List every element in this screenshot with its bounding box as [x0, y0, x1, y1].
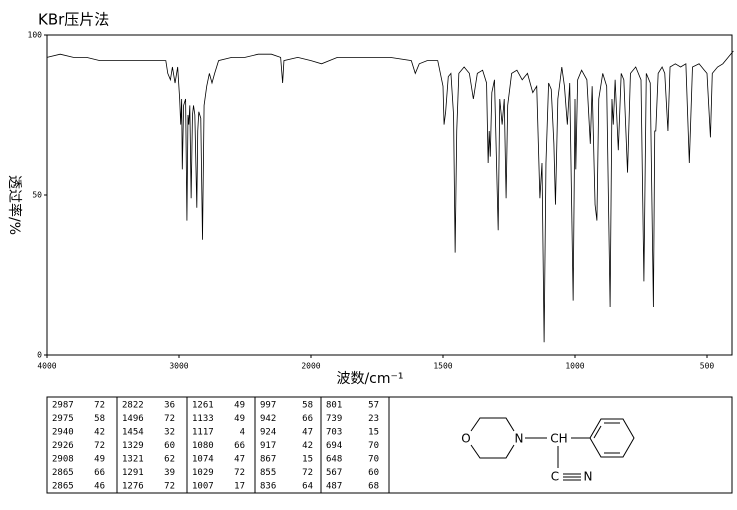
peak-intensity: 72: [94, 441, 105, 451]
peak-wavenumber: 924: [260, 428, 276, 438]
peak-intensity: 42: [94, 428, 105, 438]
peak-intensity: 4: [240, 428, 245, 438]
atom-label: N: [515, 432, 524, 446]
peak-intensity: 66: [94, 468, 105, 478]
peak-intensity: 64: [302, 482, 313, 492]
x-tick-label: 4000: [37, 362, 56, 371]
peak-wavenumber: 1080: [192, 441, 214, 451]
peak-wavenumber: 2865: [52, 482, 74, 492]
peak-intensity: 68: [368, 482, 379, 492]
peak-intensity: 36: [164, 401, 175, 411]
peak-intensity: 39: [164, 468, 175, 478]
atom-label: CH: [550, 432, 567, 446]
peak-wavenumber: 1117: [192, 428, 214, 438]
x-tick-label: 2000: [301, 362, 320, 371]
peak-wavenumber: 2926: [52, 441, 74, 451]
peak-wavenumber: 997: [260, 401, 276, 411]
spectrum-line: [46, 50, 734, 343]
x-tick-label: 1000: [565, 362, 584, 371]
peak-intensity: 72: [164, 482, 175, 492]
peak-intensity: 72: [164, 414, 175, 424]
peak-intensity: 42: [302, 441, 313, 451]
peak-wavenumber: 1291: [122, 468, 144, 478]
y-tick-label: 0: [37, 351, 42, 360]
peak-wavenumber: 1496: [122, 414, 144, 424]
peak-intensity: 72: [234, 468, 245, 478]
peak-wavenumber: 2940: [52, 428, 74, 438]
peak-intensity: 66: [302, 414, 313, 424]
atom-label: O: [461, 432, 470, 446]
peak-wavenumber: 1276: [122, 482, 144, 492]
peak-wavenumber: 855: [260, 468, 276, 478]
peak-wavenumber: 942: [260, 414, 276, 424]
peak-intensity: 58: [94, 414, 105, 424]
peak-intensity: 49: [234, 414, 245, 424]
peak-intensity: 60: [164, 441, 175, 451]
peak-intensity: 49: [234, 401, 245, 411]
table-dividers: [116, 397, 390, 493]
y-tick-label: 100: [28, 31, 43, 40]
peak-intensity: 58: [302, 401, 313, 411]
peak-intensity: 15: [368, 428, 379, 438]
peak-wavenumber: 2987: [52, 401, 74, 411]
peak-intensity: 15: [302, 455, 313, 465]
peak-wavenumber: 2865: [52, 468, 74, 478]
peak-wavenumber: 867: [260, 455, 276, 465]
peak-intensity: 17: [234, 482, 245, 492]
peak-wavenumber: 1454: [122, 428, 144, 438]
atom-label: C: [551, 470, 559, 484]
peak-intensity: 32: [164, 428, 175, 438]
x-tick-label: 3000: [169, 362, 188, 371]
peak-wavenumber: 917: [260, 441, 276, 451]
y-tick-label: 50: [32, 191, 42, 200]
peak-wavenumber: 801: [326, 401, 342, 411]
peak-wavenumber: 1261: [192, 401, 214, 411]
peak-wavenumber: 487: [326, 482, 342, 492]
peak-wavenumber: 2975: [52, 414, 74, 424]
peak-wavenumber: 1029: [192, 468, 214, 478]
peak-intensity: 49: [94, 455, 105, 465]
peak-intensity: 46: [94, 482, 105, 492]
atom-label: N: [584, 470, 593, 484]
peak-wavenumber: 2822: [122, 401, 144, 411]
peak-intensity: 23: [368, 414, 379, 424]
peak-wavenumber: 1321: [122, 455, 144, 465]
peak-intensity: 47: [302, 428, 313, 438]
peak-intensity: 47: [234, 455, 245, 465]
peak-wavenumber: 1133: [192, 414, 214, 424]
peak-wavenumber: 739: [326, 414, 342, 424]
peak-wavenumber: 1329: [122, 441, 144, 451]
peak-wavenumber: 2908: [52, 455, 74, 465]
peak-intensity: 72: [302, 468, 313, 478]
peak-intensity: 57: [368, 401, 379, 411]
structure-bonds: [470, 417, 635, 481]
peak-intensity: 66: [234, 441, 245, 451]
peak-wavenumber: 694: [326, 441, 342, 451]
peak-intensity: 60: [368, 468, 379, 478]
peak-intensity: 70: [368, 455, 379, 465]
plot-frame: [46, 34, 733, 356]
chart-title: KBr压片法: [38, 11, 109, 29]
x-axis-label: 波数/cm⁻¹: [336, 371, 403, 387]
y-axis-label: 透过率/%: [6, 175, 23, 235]
peak-wavenumber: 567: [326, 468, 342, 478]
peak-wavenumber: 703: [326, 428, 342, 438]
peak-intensity: 72: [94, 401, 105, 411]
peak-wavenumber: 648: [326, 455, 342, 465]
x-tick-label: 500: [700, 362, 715, 371]
peak-intensity: 70: [368, 441, 379, 451]
peak-intensity: 62: [164, 455, 175, 465]
peak-wavenumber: 1074: [192, 455, 214, 465]
x-tick-label: 1500: [433, 362, 452, 371]
peak-wavenumber: 836: [260, 482, 276, 492]
peak-wavenumber: 1007: [192, 482, 214, 492]
